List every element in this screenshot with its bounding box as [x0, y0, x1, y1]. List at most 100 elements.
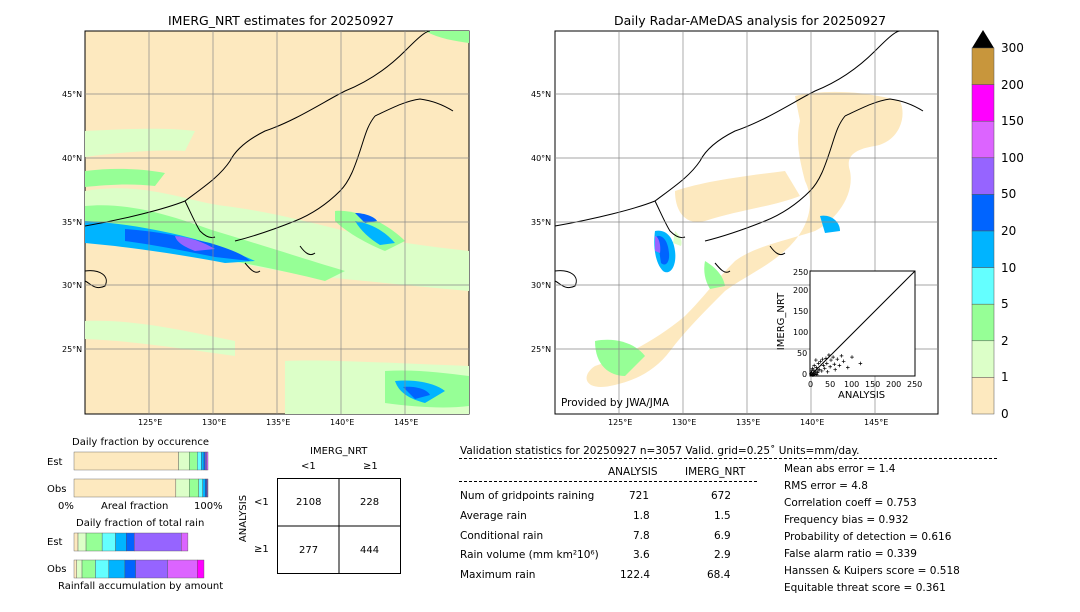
occurrence-obs-segment	[73, 478, 177, 498]
colorbar-segment	[971, 157, 995, 195]
total-rain-est-segment	[77, 532, 87, 552]
right-lon-130: 130°E	[672, 418, 697, 427]
score-line: Frequency bias = 0.932	[784, 514, 909, 526]
occurrence-obs-segment	[207, 478, 209, 498]
occurrence-est-segment	[205, 451, 207, 471]
scatter-point	[818, 359, 823, 364]
occurrence-est-segment	[201, 451, 205, 471]
score-line: Correlation coeff = 0.753	[784, 497, 917, 509]
left-lat-25: 25°N	[62, 345, 83, 354]
occurrence-est-segment	[178, 451, 190, 471]
left-lon-135: 135°E	[266, 418, 291, 427]
score-line: RMS error = 4.8	[784, 480, 868, 492]
scatter-point	[825, 370, 830, 374]
colorbar-segment	[971, 84, 995, 122]
contingency-col-ge1: ≥1	[363, 461, 378, 472]
score-line: Probability of detection = 0.616	[784, 531, 952, 543]
scatter-point	[827, 353, 831, 357]
validation-row-analysis: 721	[629, 490, 650, 502]
colorbar	[971, 30, 995, 415]
validation-row-label: Conditional rain	[460, 530, 544, 542]
scatter-point	[858, 361, 863, 366]
score-line: Equitable threat score = 0.361	[784, 582, 946, 594]
scatter-point	[821, 363, 826, 368]
right-lat-25: 25°N	[531, 345, 552, 354]
validation-row-imerg: 1.5	[714, 510, 731, 522]
scatter-ytick-0: 0	[802, 370, 808, 379]
scatter-point	[811, 368, 816, 372]
contingency-row-lt1: <1	[254, 497, 269, 508]
scatter-point	[822, 366, 827, 371]
right-lon-140: 140°E	[800, 418, 825, 427]
total-rain-obs-segment	[135, 559, 168, 579]
right-grid	[555, 31, 938, 414]
left-lat-35: 35°N	[62, 218, 83, 227]
scatter-xtick-150: 150	[865, 380, 881, 389]
contingency-cell-01: 228	[360, 497, 380, 508]
total-rain-obs-segment	[197, 559, 205, 579]
occurrence-row-est: Est	[47, 457, 63, 468]
scatter-point	[846, 365, 850, 370]
scatter-point	[839, 354, 844, 358]
total-rain-title: Daily fraction of total rain	[76, 518, 205, 529]
provider-label: Provided by JWA/JMA	[561, 397, 670, 409]
colorbar-segment	[971, 120, 995, 159]
contingency-cell-11: 444	[360, 545, 380, 556]
left-map-title: IMERG_NRT estimates for 20250927	[168, 13, 395, 28]
colorbar-segment	[971, 377, 995, 415]
colorbar-segment	[971, 194, 995, 232]
colorbar-label: 150	[1001, 114, 1024, 129]
scatter-point	[850, 355, 854, 359]
total-rain-obs-segment	[81, 559, 96, 579]
right-lon-135: 135°E	[736, 418, 761, 427]
validation-row-analysis: 122.4	[620, 569, 651, 581]
colorbar-segment	[971, 47, 995, 85]
occurrence-obs-segment	[202, 478, 206, 498]
scatter-xtick-200: 200	[886, 380, 902, 389]
scatter-point	[816, 361, 821, 366]
scatter-ytick-100: 100	[793, 328, 809, 337]
total-rain-axis-label: Rainfall accumulation by amount	[58, 581, 224, 592]
scatter-point	[829, 358, 833, 362]
total-rain-est-segment	[134, 532, 182, 552]
occurrence-est-segment	[73, 451, 179, 471]
total-rain-est-segment	[85, 532, 103, 552]
scatter-point	[809, 369, 814, 373]
scatter-point	[837, 363, 842, 368]
scatter-point	[814, 372, 819, 377]
occurrence-est-segment	[197, 451, 202, 471]
validation-divider	[459, 458, 997, 459]
occurrence-obs-segment	[189, 478, 199, 498]
total-rain-est-segment	[180, 532, 189, 552]
scatter-point	[809, 370, 814, 375]
scatter-point	[831, 355, 835, 359]
colorbar-segment	[971, 303, 995, 342]
scatter-xtick-0: 0	[808, 380, 814, 389]
total-rain-est-segment	[101, 532, 116, 552]
validation-subdivider	[459, 481, 757, 482]
left-lon-140: 140°E	[330, 418, 355, 427]
contingency-col-lt1: <1	[301, 461, 316, 472]
validation-header: Validation statistics for 20250927 n=305…	[460, 445, 860, 457]
validation-row-imerg: 672	[711, 490, 732, 502]
validation-row-label: Num of gridpoints raining	[460, 490, 595, 502]
scatter-xlabel: ANALYSIS	[838, 390, 886, 401]
right-lat-40: 40°N	[531, 154, 552, 163]
scatter-xtick-250: 250	[907, 380, 923, 389]
occurrence-chart	[73, 451, 209, 498]
validation-row-analysis: 1.8	[633, 510, 650, 522]
occurrence-obs-segment	[205, 478, 207, 498]
scatter-ytick-250: 250	[793, 268, 809, 277]
colorbar-label: 300	[1001, 41, 1024, 55]
contingency-row-ge1: ≥1	[254, 544, 269, 555]
colorbar-segment	[971, 267, 995, 305]
scatter-ytick-200: 200	[793, 286, 809, 295]
validation-col-analysis: ANALYSIS	[608, 466, 658, 478]
left-grid	[85, 31, 469, 414]
right-lon-145: 145°E	[864, 418, 889, 427]
right-map-title: Daily Radar-AMeDAS analysis for 20250927	[614, 13, 887, 28]
total-rain-row-obs: Obs	[47, 564, 67, 575]
occurrence-est-segment	[203, 451, 206, 471]
left-lat-30: 30°N	[62, 281, 83, 290]
total-rain-obs-segment	[167, 559, 198, 579]
